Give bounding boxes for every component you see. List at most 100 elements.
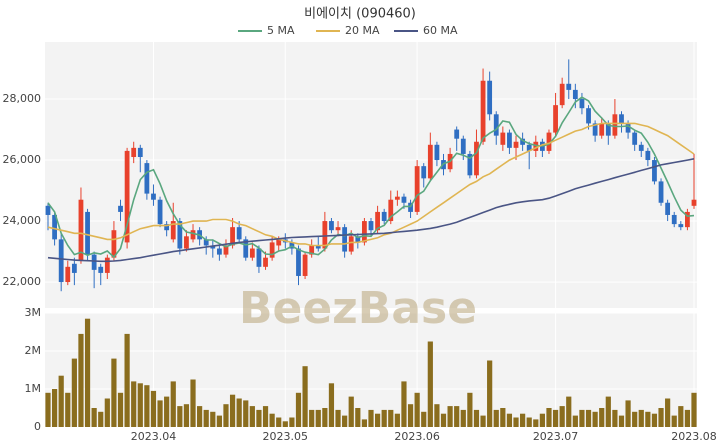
candle-body (52, 214, 57, 240)
price-panel (45, 42, 697, 308)
volume-bar (236, 398, 242, 427)
volume-bar (658, 408, 664, 427)
candle-body (513, 141, 519, 148)
candle-body (612, 114, 618, 136)
volume-bar (645, 411, 651, 427)
volume-bar (98, 411, 104, 427)
candle-body (71, 263, 77, 273)
watermark: BeezBase (239, 283, 477, 334)
volume-bar (295, 392, 302, 427)
candle-body (559, 83, 565, 106)
candle-body (256, 248, 262, 267)
candle-body (632, 132, 638, 145)
candle-body (269, 242, 275, 258)
volume-bar (526, 417, 532, 427)
candle-body (381, 211, 387, 222)
volume-bar (164, 396, 170, 427)
candle-body (493, 114, 499, 136)
volume-bar (665, 398, 671, 427)
candle-body (592, 123, 598, 136)
candle-body (177, 221, 183, 249)
volume-bar (539, 413, 545, 427)
candle-body (157, 199, 163, 225)
volume-bar (249, 406, 255, 427)
y-tick-label: 2M (25, 344, 42, 357)
volume-bar (197, 406, 203, 427)
candle-body (164, 224, 170, 231)
volume-bar (414, 392, 420, 427)
candle-body (362, 221, 367, 243)
volume-bar (572, 415, 578, 427)
ma-line (47, 96, 695, 259)
volume-bar (520, 413, 526, 427)
candle-body (151, 193, 156, 200)
candle-body (322, 221, 328, 249)
candle-body (658, 181, 664, 203)
candle-body (691, 199, 697, 206)
volume-bar (78, 333, 84, 427)
candle-body (579, 99, 585, 109)
volume-bar (421, 411, 427, 427)
candle-body (586, 108, 591, 124)
volume-bar (605, 396, 611, 427)
volume-bar (513, 417, 519, 427)
candle-body (223, 245, 229, 255)
volume-bar (51, 389, 58, 427)
candle-body (236, 227, 242, 240)
volume-bar (454, 406, 460, 427)
volume-bar (427, 341, 433, 427)
candle-body (421, 166, 427, 179)
volume-bar (210, 411, 216, 427)
volume-bar (71, 358, 77, 427)
volume-bar (170, 381, 176, 427)
candle-body (243, 239, 249, 258)
candle-body (408, 202, 413, 212)
ma-line (47, 158, 695, 263)
candle-body (104, 257, 110, 273)
x-tick-label: 2023.04 (131, 430, 177, 443)
candle-body (454, 129, 460, 139)
legend-label: 5 MA (267, 24, 295, 37)
volume-bar (467, 392, 473, 427)
volume-bar (315, 409, 321, 427)
volume-bar (473, 409, 480, 427)
y-tick-label: 3M (25, 306, 42, 319)
volume-bar (585, 409, 592, 427)
volume-bar (618, 415, 625, 427)
volume-bar (348, 396, 354, 427)
candle-body (355, 236, 361, 243)
volume-bar (84, 318, 91, 427)
candle-body (546, 132, 552, 151)
volume-bar (309, 409, 315, 427)
volume-bar (460, 409, 466, 427)
candle-body (91, 254, 97, 270)
volume-bar (625, 400, 631, 427)
volume-bar (552, 409, 559, 427)
volume-bar (282, 421, 288, 427)
volume-bar (144, 385, 150, 427)
x-tick-label: 2023.05 (263, 430, 309, 443)
candle-body (111, 230, 117, 258)
candle-body (685, 211, 690, 228)
candle-body (45, 205, 51, 215)
volume-bar (434, 404, 440, 427)
volume-bar (111, 358, 117, 427)
candle-body (671, 214, 677, 225)
volume-bar (190, 379, 196, 427)
candle-body (302, 254, 308, 276)
volume-bar (632, 411, 638, 427)
volume-bar (612, 409, 618, 427)
volume-bar (374, 413, 381, 427)
volume-bar (579, 409, 585, 427)
volume-bar (131, 381, 137, 427)
candle-body (427, 144, 433, 179)
legend-label: 60 MA (423, 24, 458, 37)
x-tick-label: 2023.07 (533, 430, 579, 443)
volume-bar (124, 333, 130, 427)
candle-body (553, 105, 558, 133)
volume-bar (691, 392, 697, 427)
x-tick-label: 2023.06 (394, 430, 440, 443)
volume-bar (216, 415, 222, 427)
candle-body (230, 227, 235, 246)
